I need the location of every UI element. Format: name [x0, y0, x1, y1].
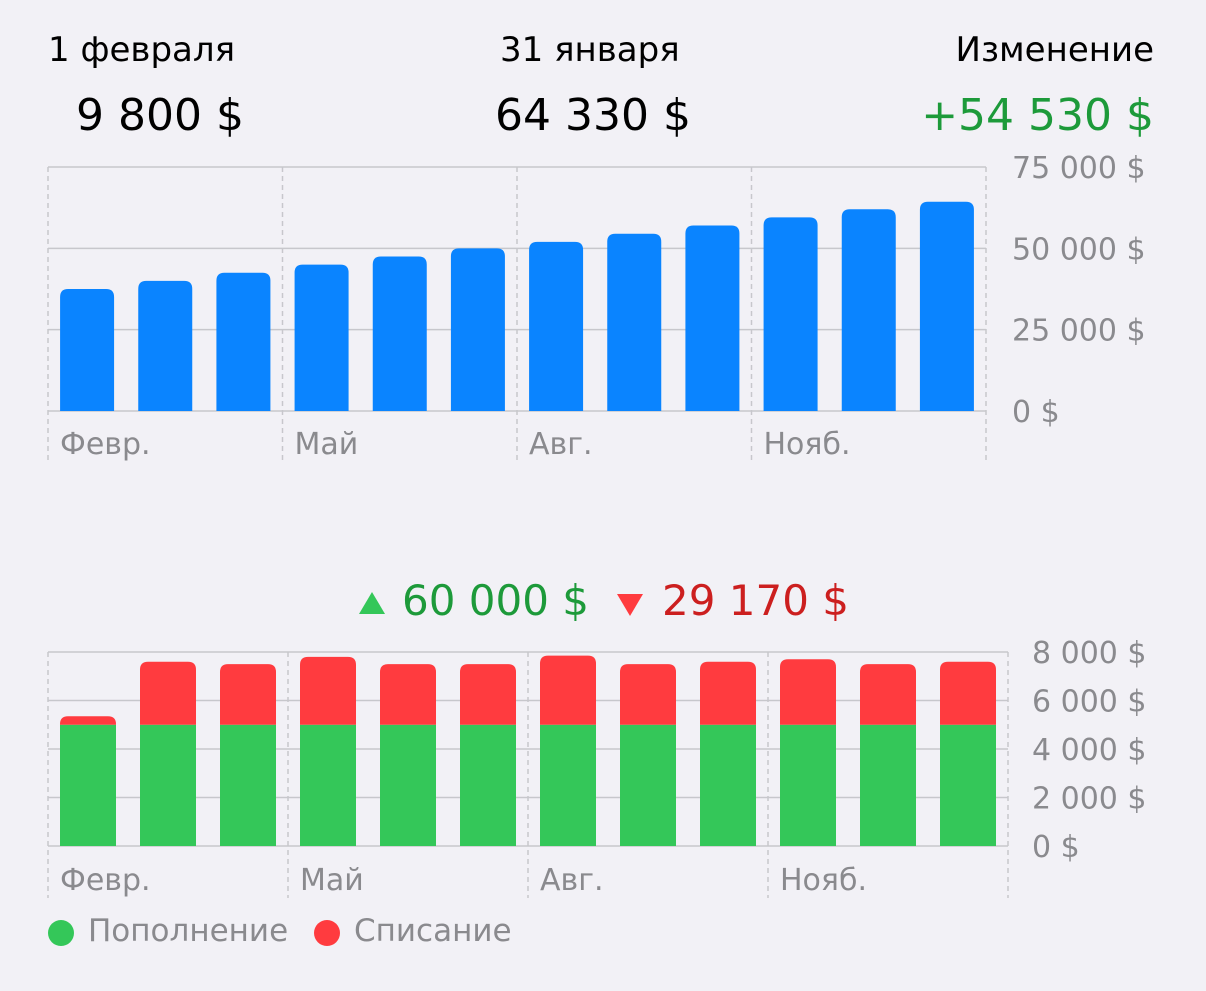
triangle-up-icon	[359, 592, 385, 614]
bar-balance	[138, 280, 193, 411]
triangle-down-icon	[617, 594, 643, 616]
x-tick-label: Май	[300, 863, 364, 898]
bar-balance	[60, 289, 115, 411]
y-tick-label: 4 000 $	[1032, 733, 1147, 768]
y-tick-label: 6 000 $	[1032, 685, 1147, 720]
bar-deposit	[380, 724, 436, 846]
flow-stacked-bar-chart: 0 $ 2 000 $ 4 000 $ 6 000 $ 8 000 $ Февр. Май А…	[47, 636, 1147, 898]
x-tick-label: Авг.	[540, 863, 604, 898]
bar-deposit	[860, 724, 916, 846]
y-tick-label: 75 000 $	[1012, 151, 1146, 186]
y-tick-label: 0 $	[1012, 395, 1060, 430]
bar-deposit	[620, 724, 676, 846]
y-tick-label: 2 000 $	[1032, 782, 1147, 817]
change-label: Изменение	[955, 30, 1154, 70]
bar-withdrawal	[620, 664, 676, 725]
bar-withdrawal	[860, 664, 916, 725]
bar-deposit	[940, 724, 996, 846]
change-value: +54 530 $	[921, 90, 1154, 141]
bar-withdrawal	[940, 661, 996, 725]
y-tick-label: 25 000 $	[1012, 314, 1146, 349]
bar-deposit	[540, 724, 596, 846]
bar-withdrawal	[60, 716, 116, 725]
bar-withdrawal	[460, 664, 516, 725]
x-tick-label: Нояб.	[780, 863, 867, 898]
bar-withdrawal	[780, 659, 836, 725]
bar-withdrawal	[700, 661, 756, 725]
legend-withdrawal-label: Списание	[354, 913, 512, 949]
bar-balance	[841, 209, 896, 411]
start-balance-value: 9 800 $	[76, 90, 244, 141]
bar-balance	[919, 201, 974, 411]
bar-deposit	[60, 724, 116, 846]
bar-withdrawal	[380, 664, 436, 725]
end-date-label: 31 января	[500, 30, 680, 70]
legend-withdrawal-dot	[314, 920, 340, 946]
bar-balance	[372, 256, 427, 411]
x-tick-label: Авг.	[529, 427, 593, 462]
bar-deposit	[220, 724, 276, 846]
deposits-total: 60 000 $	[402, 576, 590, 625]
bar-withdrawal	[140, 661, 196, 725]
y-tick-label: 8 000 $	[1032, 636, 1147, 671]
bar-balance	[607, 233, 662, 411]
bar-balance	[529, 241, 584, 411]
end-balance-value: 64 330 $	[495, 90, 691, 141]
balance-bar-chart: 0 $ 25 000 $ 50 000 $ 75 000 $ Февр. Май Авг. Н…	[47, 151, 1146, 462]
bar-balance	[450, 248, 505, 411]
bar-balance	[216, 272, 271, 411]
legend-deposit-label: Пополнение	[88, 913, 289, 949]
bar-deposit	[700, 724, 756, 846]
withdrawals-total: 29 170 $	[662, 576, 850, 625]
x-tick-label: Нояб.	[764, 427, 851, 462]
x-tick-label: Февр.	[60, 863, 151, 898]
bar-deposit	[300, 724, 356, 846]
bar-balance	[763, 217, 818, 411]
x-tick-label: Май	[295, 427, 359, 462]
bar-withdrawal	[540, 655, 596, 725]
bar-deposit	[140, 724, 196, 846]
bar-balance	[685, 225, 740, 411]
bar-withdrawal	[300, 656, 356, 725]
bar-withdrawal	[220, 664, 276, 725]
x-tick-label: Февр.	[60, 427, 151, 462]
bar-balance	[294, 264, 349, 411]
legend-deposit-dot	[48, 920, 74, 946]
y-tick-label: 50 000 $	[1012, 232, 1146, 267]
bar-deposit	[460, 724, 516, 846]
bar-deposit	[780, 724, 836, 846]
start-date-label: 1 февраля	[48, 30, 236, 70]
y-tick-label: 0 $	[1032, 830, 1080, 865]
